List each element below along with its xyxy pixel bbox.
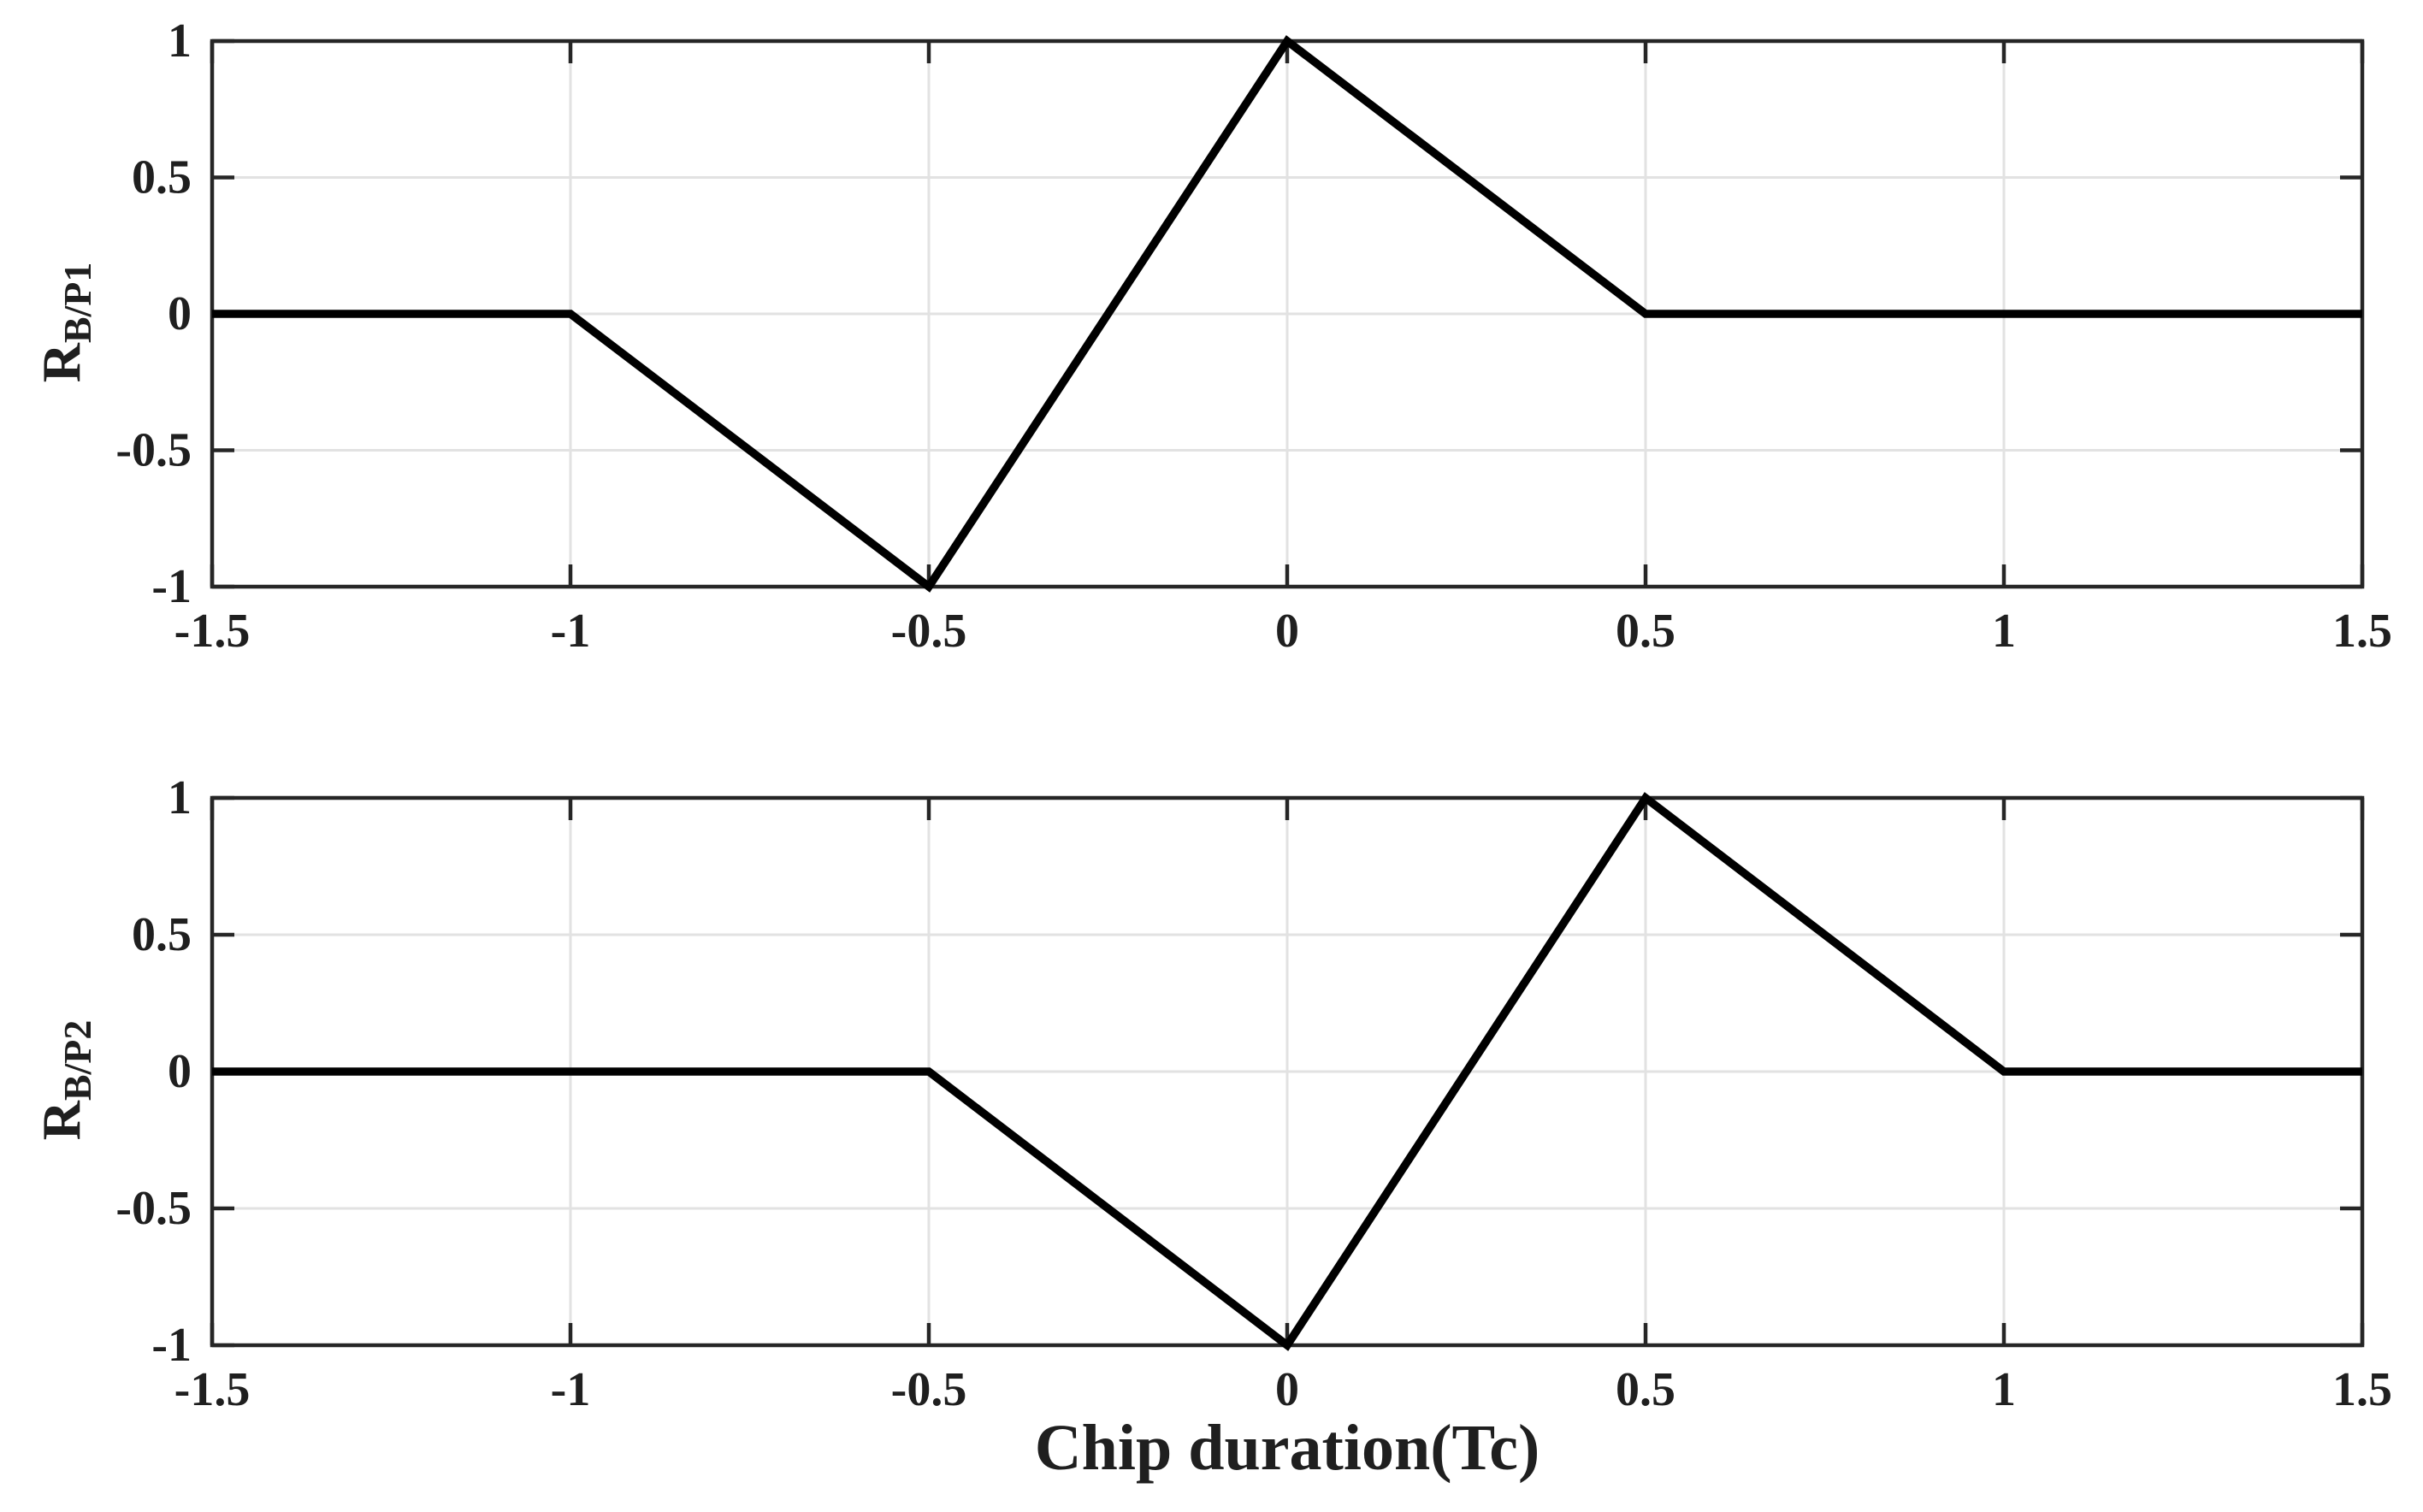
x-tick-label: 1 <box>1992 1363 2016 1416</box>
x-tick-label: 0.5 <box>1616 1363 1675 1416</box>
y-axis-label-bottom-subscript: B/P2 <box>55 1019 99 1102</box>
y-tick-label: 0 <box>168 1045 192 1098</box>
y-tick-label: -0.5 <box>115 1182 192 1235</box>
x-tick-label: 0 <box>1275 1363 1299 1416</box>
y-axis-label-top: RB/P1 <box>31 262 99 383</box>
x-axis-label: Chip duration(Tc) <box>1034 1412 1540 1484</box>
y-axis-label-bottom-base: R <box>31 1101 92 1141</box>
y-tick-label: 1 <box>168 15 192 68</box>
y-tick-label: 1 <box>168 771 192 824</box>
y-tick-label: 0.5 <box>132 151 192 204</box>
bottom-subplot: -1.5 -1 -0.5 0 0.5 1 1.5-1-0.500.51 <box>115 771 2392 1416</box>
y-tick-label: 0.5 <box>132 908 192 961</box>
data-line-rbp1 <box>212 35 2362 593</box>
x-tick-label: -1 <box>551 605 591 658</box>
x-tick-label: 0.5 <box>1616 605 1675 658</box>
x-tick-label: -0.5 <box>891 605 967 658</box>
x-tick-label: 1 <box>1992 605 2016 658</box>
y-tick-label: -1 <box>151 560 192 613</box>
top-subplot: -1.5 -1 -0.5 0 0.5 1 1.5-1-0.500.51 <box>115 15 2392 658</box>
y-axis-label-bottom: RB/P2 <box>31 1019 99 1141</box>
x-tick-label: -1.5 <box>174 1363 251 1416</box>
y-axis-label-top-subscript: B/P1 <box>55 262 99 344</box>
y-tick-label: -1 <box>151 1319 192 1372</box>
data-line-rbp2 <box>212 792 2362 1351</box>
y-axis-label-top-base: R <box>31 343 92 383</box>
x-tick-label: 1.5 <box>2332 605 2392 658</box>
y-tick-label: -0.5 <box>115 424 192 477</box>
x-tick-label: -1 <box>551 1363 591 1416</box>
y-tick-label: 0 <box>168 287 192 340</box>
x-tick-label: 1.5 <box>2332 1363 2392 1416</box>
x-tick-label: -0.5 <box>891 1363 967 1416</box>
x-tick-label: -1.5 <box>174 605 251 658</box>
x-tick-label: 0 <box>1275 605 1299 658</box>
